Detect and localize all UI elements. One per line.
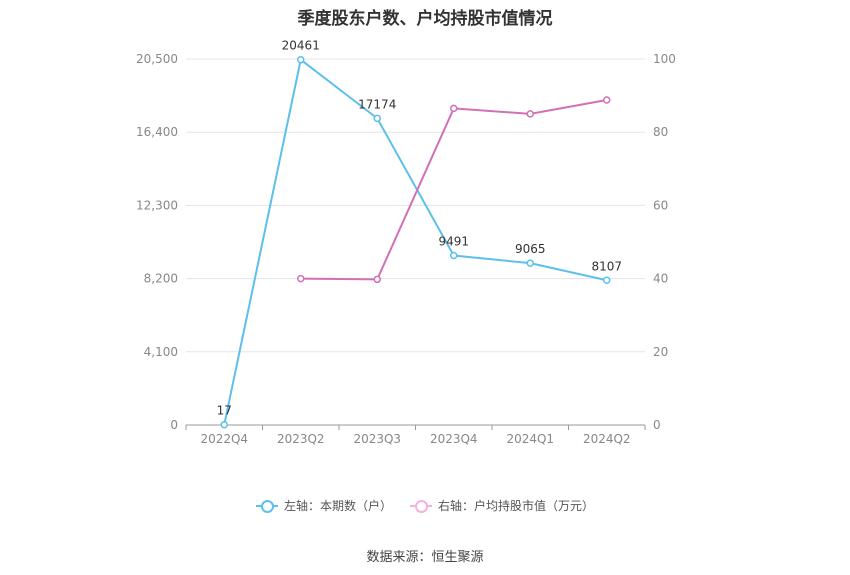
data-label: 9065 — [515, 242, 546, 256]
right-tick-label: 0 — [653, 418, 661, 432]
x-tick-label: 2022Q4 — [200, 432, 248, 446]
data-point-left — [297, 55, 305, 64]
right-tick-label: 80 — [653, 125, 668, 139]
x-tick-label: 2024Q1 — [506, 432, 554, 446]
data-label: 17 — [217, 404, 232, 418]
legend-label-right-series: 右轴：户均持股市值（万元） — [438, 499, 595, 513]
left-tick-label: 20,500 — [136, 52, 178, 66]
legend-item-right-series[interactable]: 右轴：户均持股市值（万元） — [410, 497, 594, 514]
series-line-left — [223, 57, 607, 425]
right-tick-label: 100 — [653, 52, 676, 66]
left-tick-label: 8,200 — [144, 272, 178, 286]
left-tick-label: 0 — [170, 418, 178, 432]
right-tick-label: 40 — [653, 272, 668, 286]
data-point-right — [450, 104, 458, 113]
legend-label-left-series: 左轴：本期数（户） — [283, 499, 392, 513]
left-tick-label: 16,400 — [136, 125, 178, 139]
right-tick-label: 60 — [653, 198, 668, 212]
data-point-left — [603, 276, 611, 285]
right-tick-label: 20 — [653, 345, 668, 359]
data-point-left — [450, 251, 458, 260]
legend-item-left-series[interactable]: 左轴：本期数（户） — [255, 497, 392, 514]
chart-legend: 左轴：本期数（户） 右轴：户均持股市值（万元） — [0, 497, 850, 514]
data-point-right — [373, 275, 381, 284]
data-label: 20461 — [282, 39, 320, 53]
legend-marker-left-icon — [255, 499, 278, 513]
x-tick-label: 2023Q2 — [277, 432, 325, 446]
left-tick-label: 12,300 — [136, 198, 178, 212]
data-point-left — [373, 114, 381, 123]
legend-marker-right-icon — [410, 499, 432, 513]
left-tick-label: 4,100 — [144, 345, 178, 359]
data-label: 8107 — [591, 259, 622, 273]
data-point-right — [526, 110, 534, 118]
data-label: 9491 — [438, 235, 469, 249]
data-point-left — [220, 420, 228, 429]
data-point-right — [603, 96, 611, 104]
data-point-left — [526, 259, 534, 267]
x-tick-label: 2023Q3 — [353, 432, 401, 446]
x-tick-label: 2024Q2 — [583, 432, 631, 446]
data-source-note: 数据来源：恒生聚源 — [366, 550, 484, 565]
data-point-right — [297, 274, 305, 283]
data-label: 17174 — [358, 97, 396, 111]
chart-title: 季度股东户数、户均持股市值情况 — [297, 9, 553, 29]
x-tick-label: 2023Q4 — [430, 432, 478, 446]
